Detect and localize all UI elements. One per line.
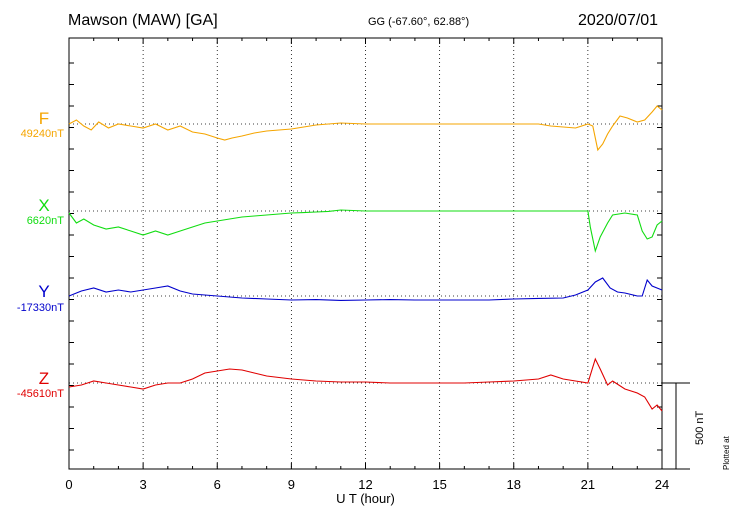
station-coordinates: GG (-67.60°, 62.88°) <box>368 16 470 28</box>
x-tick-label: 18 <box>507 477 521 492</box>
series-label-f: F <box>39 109 49 128</box>
series-line-z <box>68 357 663 412</box>
series-line-x <box>68 209 663 254</box>
series-label-y: Y <box>38 282 49 301</box>
x-tick-label: 21 <box>581 477 595 492</box>
series-label-z: Z <box>39 369 49 388</box>
plot-date: 2020/07/01 <box>578 12 659 29</box>
series-baseline-label: -45610nT <box>17 388 64 400</box>
x-tick-label: 12 <box>358 477 372 492</box>
scale-bar-label: 500 nT <box>694 410 706 445</box>
series-baseline-label: 49240nT <box>21 128 65 140</box>
series-label-x: X <box>38 196 49 215</box>
x-tick-label: 6 <box>214 477 221 492</box>
series-line-f <box>68 105 663 152</box>
series-baseline-label: 6620nT <box>27 215 65 227</box>
series-baseline-label: -17330nT <box>17 302 64 314</box>
x-tick-label: 24 <box>655 477 669 492</box>
x-tick-label: 0 <box>65 477 72 492</box>
series-line-y <box>68 277 663 301</box>
station-title: Mawson (MAW) [GA] <box>68 12 218 29</box>
plotted-timestamp: Plotted at 2020/08/01 01:31 UT <box>722 436 730 470</box>
x-axis-label: U T (hour) <box>336 491 395 506</box>
x-tick-label: 15 <box>432 477 446 492</box>
x-tick-label: 9 <box>288 477 295 492</box>
x-tick-label: 3 <box>140 477 147 492</box>
